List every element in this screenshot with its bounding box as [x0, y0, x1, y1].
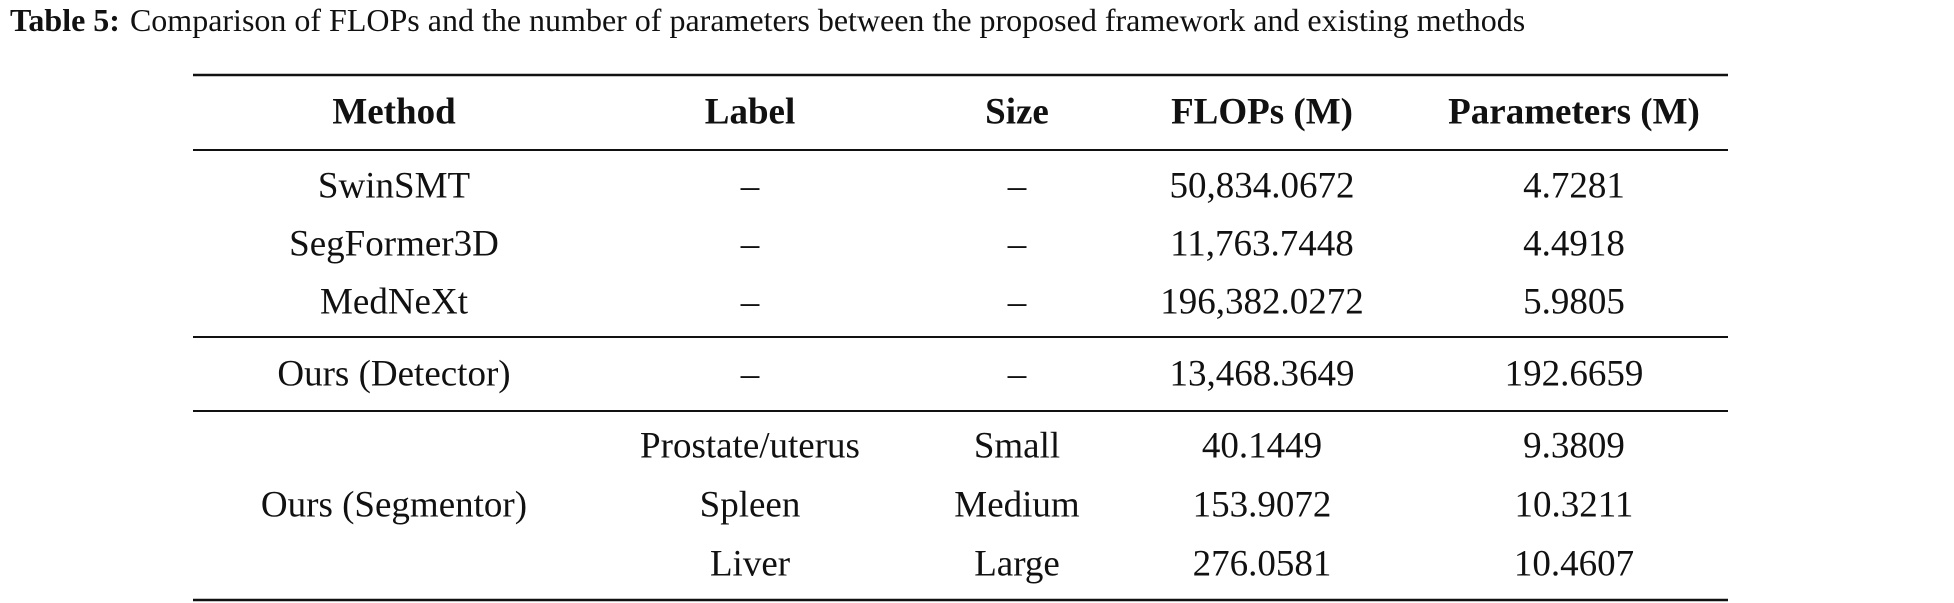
- table-cell: Medium: [954, 484, 1080, 525]
- table-cell: 192.6659: [1505, 353, 1644, 394]
- table-cell: –: [740, 281, 760, 322]
- caption-label: Table 5:: [10, 2, 120, 38]
- table-cell: 196,382.0272: [1160, 281, 1364, 322]
- table-cell: –: [1007, 165, 1027, 206]
- table-cell: Prostate/uterus: [640, 425, 860, 466]
- table-cell: –: [740, 165, 760, 206]
- table-cell: 4.7281: [1523, 165, 1625, 206]
- caption-text: Comparison of FLOPs and the number of pa…: [130, 2, 1525, 38]
- table-cell: SwinSMT: [318, 165, 470, 206]
- table-cell: 4.4918: [1523, 223, 1625, 264]
- caption: Table 5: Comparison of FLOPs and the numb…: [10, 2, 1525, 38]
- table-cell: –: [1007, 223, 1027, 264]
- table-cell: 13,468.3649: [1170, 353, 1355, 394]
- table-cell: 11,763.7448: [1170, 223, 1354, 264]
- table-cell: MedNeXt: [320, 281, 469, 322]
- table-cell: Spleen: [700, 484, 801, 525]
- header-cell: Parameters (M): [1448, 91, 1700, 132]
- table-cell: Small: [974, 425, 1060, 466]
- table-cell: 5.9805: [1523, 281, 1625, 322]
- table-cell: 9.3809: [1523, 425, 1625, 466]
- method-cell: Ours (Segmentor): [261, 484, 527, 525]
- header-cell: Label: [705, 91, 795, 132]
- table-cell: –: [1007, 353, 1027, 394]
- header-cell: FLOPs (M): [1171, 91, 1353, 132]
- table-cell: –: [740, 223, 760, 264]
- table-cell: –: [1007, 281, 1027, 322]
- header-cell: Size: [985, 91, 1049, 132]
- header-cell: Method: [332, 91, 456, 132]
- table-cell: –: [740, 353, 760, 394]
- table-cell: 276.0581: [1193, 543, 1332, 584]
- table-cell: 10.3211: [1515, 484, 1634, 525]
- table-cell: Ours (Detector): [277, 353, 510, 394]
- table-cell: SegFormer3D: [289, 223, 499, 264]
- table-cell: 50,834.0672: [1170, 165, 1355, 206]
- table-cell: 40.1449: [1202, 425, 1322, 466]
- table-cell: Large: [974, 543, 1060, 584]
- table-cell: 10.4607: [1514, 543, 1634, 584]
- table-cell: 153.9072: [1193, 484, 1332, 525]
- table-cell: Liver: [710, 543, 790, 584]
